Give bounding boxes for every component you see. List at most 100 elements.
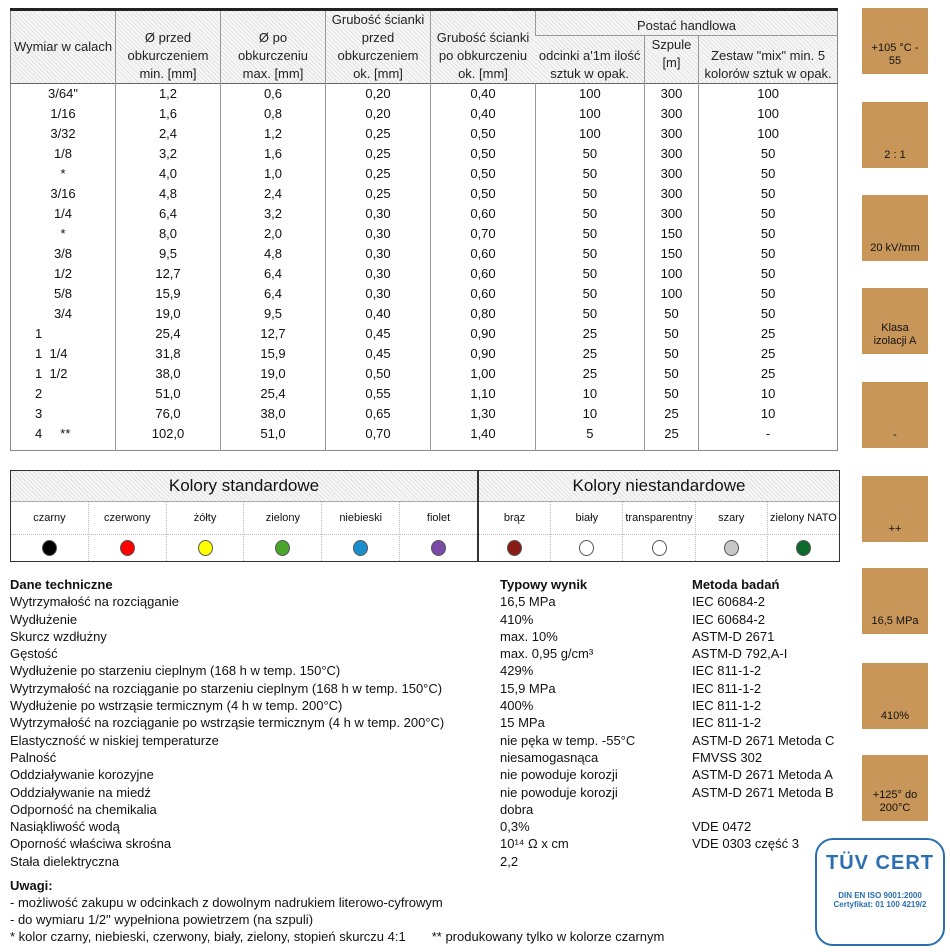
table-cell: 0,30 [325,224,431,244]
property-name: Oddziaływanie korozyjne [10,767,154,783]
typical-result: 16,5 MPa [500,594,556,610]
table-cell: 50 [535,204,645,224]
tech-row: Gęstość max. 0,95 g/cm³ ASTM-D 792,A-I [10,645,852,662]
tech-row: Wytrzymałość na rozciąganie po wstrząsie… [10,714,852,731]
table-row: 1 1/2 38,0 19,0 0,50 1,00 25 50 25 [11,364,838,384]
typical-result: 400% [500,698,534,714]
table-cell: 300 [643,184,699,204]
table-cell: 51,0 [220,424,326,451]
table-row: 4 ** 102,0 51,0 0,70 1,40 5 25- [11,424,838,451]
tech-row: Skurcz wzdłużny max. 10% ASTM-D 2671 [10,628,852,645]
table-cell: 300 [643,204,699,224]
table-cell: 50 [698,184,838,204]
table-cell: 1 1/4 [35,346,68,361]
tech-row: Elastyczność w niskiej temperaturze nie p… [10,732,852,749]
color-dot-cell [11,535,88,561]
color-dot [41,540,57,556]
tech-header-result: Typowy wynik [500,577,588,592]
test-method: IEC 60684-2 [692,611,765,627]
table-cell: 0,70 [325,424,431,451]
icon-label: Klasa izolacji A [873,322,917,347]
table-cell: 25 [643,424,699,451]
table-cell: 50 [643,384,699,404]
color-dot [353,540,369,556]
table-cell: * [60,166,66,181]
table-cell: 10 [698,404,838,424]
flame-icon: - [862,382,928,448]
table-cell: 50 [698,304,838,324]
table-cell: 1/4 [53,206,73,221]
table-cell: 50 [535,144,645,164]
color-dot-cell [167,535,244,561]
header-odcinki: odcinki a'1m ilość sztuk w opak. [538,48,641,81]
shrink-ratio-icon: 2 : 1 [862,102,928,168]
table-cell: 0,50 [430,164,536,184]
table-cell: 50 [698,284,838,304]
table-cell: 102,0 [115,424,221,451]
table-cell: 4,0 [115,164,221,184]
table-cell: 0,55 [325,384,431,404]
color-swatch-zielony-NATO: zielony NATO [766,502,840,561]
header-postac: Postać handlowa [535,8,838,36]
table-cell: 50 [535,284,645,304]
standard-colors-title: Kolory standardowe [11,471,477,502]
table-cell: 0,8 [220,104,326,124]
table-cell: 100 [698,83,838,104]
table-cell: 19,0 [220,364,326,384]
table-cell: - [698,424,838,451]
tech-row: Oporność właściwa skrośna 10¹⁴ Ω x cm VDE … [10,835,852,852]
table-cell: 4 ** [35,426,71,441]
table-cell: 25,4 [220,384,326,404]
table-cell: 15,9 [115,284,221,304]
icon-label: - [893,429,897,441]
table-cell: 0,80 [430,304,536,324]
table-cell: 25 [535,344,645,364]
icon-label: 20 kV/mm [870,242,920,254]
table-cell: 3/4 [53,306,73,321]
table-cell: 1 1/2 [35,366,68,381]
cert-line-2: Certyfikat: 01 100 4219/2 [833,900,927,909]
notes-title: Uwagi: [10,878,53,893]
insulation-class-icon: Klasa izolacji A [862,288,928,354]
typical-result: niesamogasnąca [500,749,599,765]
typical-result: 429% [500,663,534,679]
table-cell: 100 [698,124,838,144]
header-przed: Ø przed obkurczeniem min. [mm] [115,8,221,84]
cert-line-1: DIN EN ISO 9001:2000 [838,891,922,900]
tuv-logo-text: TÜV CERT [826,852,934,874]
table-cell: 50 [643,324,699,344]
table-cell: 0,90 [430,324,536,344]
table-cell: 10 [698,384,838,404]
table-cell: 25 [535,324,645,344]
color-dot-cell [479,535,550,561]
color-name: biały [551,502,623,535]
table-cell: 0,50 [325,364,431,384]
property-name: Wydłużenie po starzeniu cieplnym (168 h … [10,663,341,679]
table-row: 1/8 3,2 1,6 0,25 0,50 50 300 50 [11,144,838,164]
test-method: ASTM-D 2671 [692,628,775,644]
tuv-cert-logo: TÜV CERT DIN EN ISO 9001:2000 Certyfikat… [815,838,945,946]
color-dot [795,540,811,556]
header-szpule: Szpule [m] [643,35,699,84]
table-cell: 0,50 [430,124,536,144]
temperature-icon: +105 °C - 55 [862,8,928,74]
table-cell: 1,2 [115,83,221,104]
table-cell: 2,4 [220,184,326,204]
table-cell: * [60,226,66,241]
table-cell: 0,20 [325,104,431,124]
table-cell: 5/8 [53,286,73,301]
color-name: niebieski [322,502,400,535]
header-grubosc-po: Grubość ścianki po obkurczeniu ok. [mm] [430,8,536,84]
table-cell: 150 [643,224,699,244]
tech-row: Wydłużenie 410% IEC 60684-2 [10,611,852,628]
table-cell: 9,5 [220,304,326,324]
table-cell: 300 [643,144,699,164]
typical-result: max. 10% [500,628,558,644]
icon-label: +105 °C - 55 [871,42,919,67]
color-name: szary [695,502,767,535]
property-name: Wydłużenie po wstrząsie termicznym (4 h … [10,698,343,714]
table-row: 3/8 9,5 4,8 0,30 0,60 50 150 50 [11,244,838,264]
table-cell: 1,6 [115,104,221,124]
typical-result: 15,9 MPa [500,680,556,696]
table-cell: 1/8 [53,146,73,161]
